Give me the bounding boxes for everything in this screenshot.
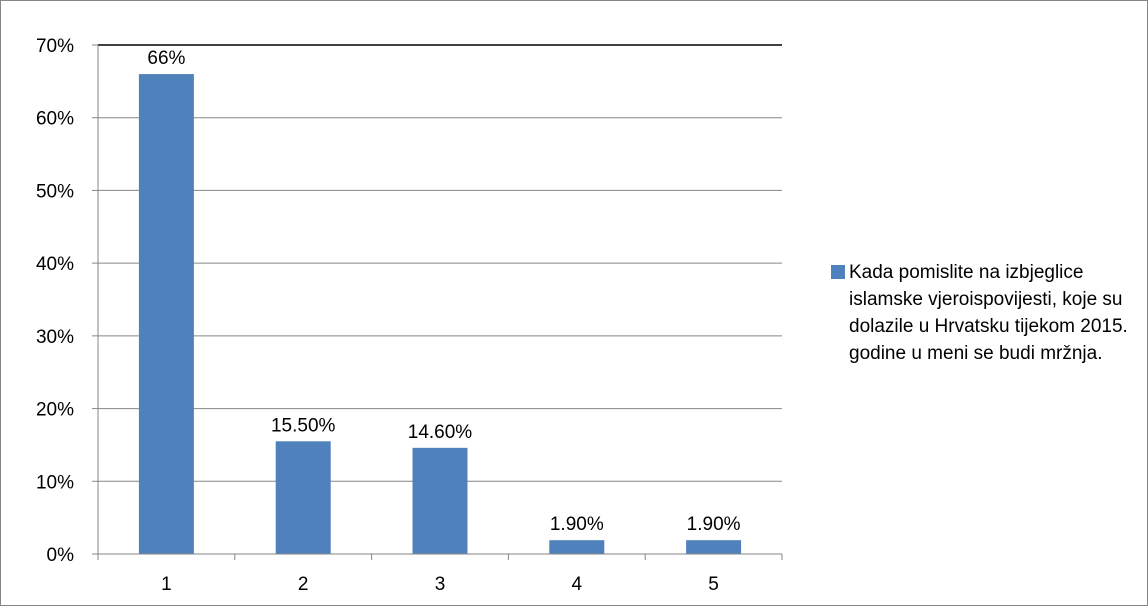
bar-2 xyxy=(275,441,331,554)
x-tick-labels: 1 2 3 4 5 xyxy=(161,574,719,595)
bar-4 xyxy=(549,540,605,554)
y-tick-label: 60% xyxy=(36,109,74,130)
legend-label: Kada pomislite na izbjeglice islamske vj… xyxy=(849,262,1128,364)
y-tick-label: 10% xyxy=(36,472,74,493)
legend-swatch xyxy=(831,265,845,279)
y-tick-label: 70% xyxy=(36,36,74,57)
bars xyxy=(138,74,742,554)
x-tick-label: 5 xyxy=(708,574,719,595)
y-tick-label: 0% xyxy=(47,545,75,566)
y-tick-label: 20% xyxy=(36,400,74,421)
axes xyxy=(92,44,783,560)
bar-5 xyxy=(686,540,742,554)
data-label: 1.90% xyxy=(687,514,741,535)
y-tick-label: 30% xyxy=(36,327,74,348)
data-label: 66% xyxy=(147,48,185,69)
x-tick-label: 2 xyxy=(298,574,309,595)
gridlines xyxy=(98,44,782,482)
x-tick-label: 1 xyxy=(161,574,172,595)
data-label: 14.60% xyxy=(408,422,473,443)
y-tick-labels: 0% 10% 20% 30% 40% 50% 60% 70% xyxy=(36,36,74,566)
bar-1 xyxy=(138,74,194,554)
data-label: 1.90% xyxy=(550,514,604,535)
bar-3 xyxy=(412,447,468,554)
data-label: 15.50% xyxy=(271,415,336,436)
x-tick-label: 3 xyxy=(435,574,446,595)
y-tick-label: 50% xyxy=(36,181,74,202)
y-tick-label: 40% xyxy=(36,254,74,275)
data-labels: 66% 15.50% 14.60% 1.90% 1.90% xyxy=(147,48,740,535)
x-tick-label: 4 xyxy=(572,574,583,595)
